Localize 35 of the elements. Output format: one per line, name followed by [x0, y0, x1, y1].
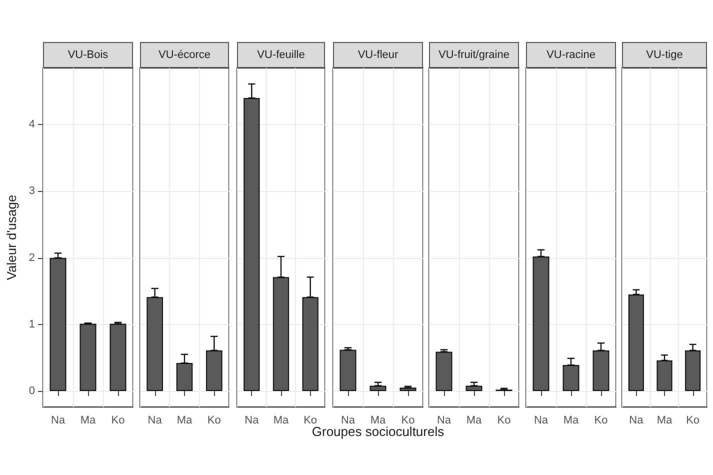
x-tick-label: Ma [563, 414, 580, 426]
x-tick-label: Ko [111, 414, 125, 426]
chart-title: VU-écorce [140, 42, 229, 68]
x-tick-label: Ko [304, 414, 318, 426]
x-tick-label: Na [50, 414, 66, 426]
y-axis-title: Valeur d'usage [4, 194, 19, 280]
chart-title: VU-fruit/graine [429, 42, 519, 68]
chart-title: VU-tige [622, 42, 707, 68]
chart-title: VU-fleur [333, 42, 423, 68]
x-tick-label: Na [244, 414, 260, 426]
x-tick-label: Ma [80, 414, 97, 426]
x-tick-label: Na [340, 414, 356, 426]
chart-title: VU-feuille [237, 42, 325, 68]
x-tick-label: Na [436, 414, 452, 426]
y-tick-label: 0 [28, 385, 35, 398]
x-axis-title: Groupes socioculturels [312, 424, 444, 439]
x-tick-label: Na [629, 414, 644, 426]
y-tick-label: 2 [28, 252, 35, 264]
y-tick-label: 4 [28, 118, 35, 131]
x-tick-label: Na [534, 414, 549, 426]
x-tick-label: Ko [686, 414, 700, 426]
x-tick-label: Ma [273, 414, 290, 426]
x-tick-label: Ko [594, 414, 608, 426]
x-tick-label: Ko [401, 414, 415, 426]
x-tick-label: Na [148, 414, 163, 426]
y-tick-label: 1 [28, 318, 35, 330]
x-tick-label: Ma [370, 414, 387, 426]
chart-title: VU-racine [526, 42, 616, 68]
x-tick-label: Ko [497, 414, 511, 426]
x-tick-label: Ma [466, 414, 483, 426]
y-tick-label: 3 [28, 185, 35, 198]
chart-title: VU-Bois [43, 42, 133, 68]
x-tick-label: Ma [656, 414, 674, 426]
x-tick-label: Ko [207, 414, 221, 426]
x-tick-label: Ma [176, 414, 194, 426]
